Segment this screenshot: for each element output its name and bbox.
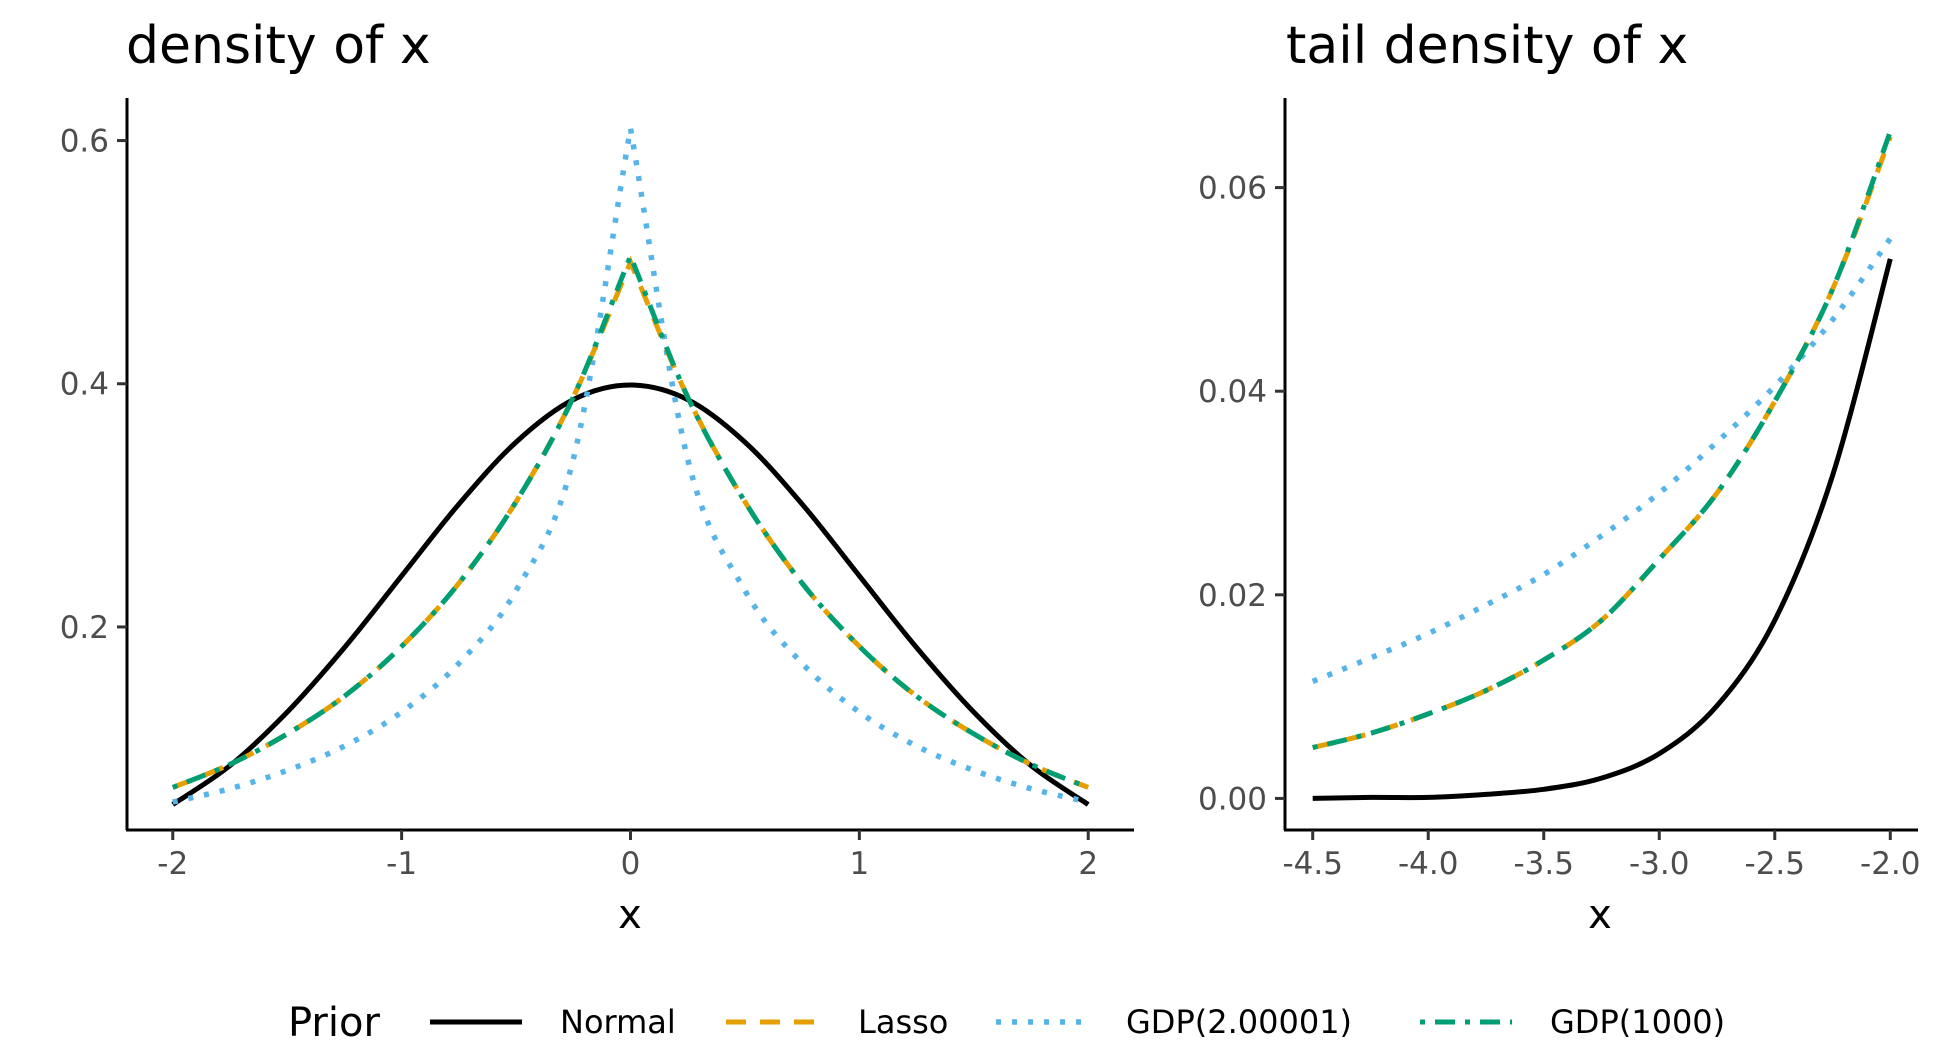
plot-area-density bbox=[171, 127, 1090, 807]
y-tick-label: 0.04 bbox=[1198, 374, 1267, 410]
legend: Prior Normal Lasso GDP(2.00001) GDP(1000… bbox=[288, 1000, 1725, 1046]
legend-title: Prior bbox=[288, 1000, 380, 1046]
legend-label-normal: Normal bbox=[560, 1003, 676, 1041]
panel-title-density: density of x bbox=[126, 16, 431, 76]
panel-density: density of x -2 -1 0 1 2 0.2 0.4 0.6 x bbox=[60, 16, 1134, 938]
x-tick-label: -4.5 bbox=[1282, 846, 1343, 882]
x-tick-label: -2.0 bbox=[1860, 846, 1921, 882]
series-line-normal bbox=[1312, 258, 1893, 801]
series-line-gdp-2-00001 bbox=[1311, 236, 1893, 684]
ticks-tail-density: -4.5 -4.0 -3.5 -3.0 -2.5 -2.0 0.00 0.02 0.04 0.06 bbox=[1198, 171, 1921, 882]
x-tick-label: 1 bbox=[849, 846, 869, 882]
legend-item-gdp-1000: GDP(1000) bbox=[1420, 1003, 1725, 1041]
legend-item-gdp-2: GDP(2.00001) bbox=[996, 1003, 1352, 1041]
series-line-gdp-1000 bbox=[171, 249, 1090, 790]
x-tick-label: -1 bbox=[386, 846, 417, 882]
x-tick-label: 2 bbox=[1078, 846, 1098, 882]
y-tick-label: 0.2 bbox=[60, 610, 109, 646]
plot-area-tail-density bbox=[1311, 130, 1893, 801]
series-line-gdp-1000 bbox=[1312, 130, 1893, 750]
legend-label-lasso: Lasso bbox=[858, 1003, 948, 1041]
series-line-gdp-2-00001 bbox=[172, 127, 1089, 805]
legend-item-lasso: Lasso bbox=[726, 1003, 948, 1041]
x-tick-label: -2 bbox=[157, 846, 188, 882]
x-axis-title: x bbox=[1588, 892, 1612, 938]
legend-item-normal: Normal bbox=[430, 1003, 676, 1041]
y-tick-label: 0.6 bbox=[60, 124, 109, 160]
y-tick-label: 0.02 bbox=[1198, 578, 1267, 614]
y-tick-label: 0.4 bbox=[60, 367, 109, 403]
x-tick-label: 0 bbox=[621, 846, 641, 882]
x-tick-label: -3.0 bbox=[1629, 846, 1690, 882]
series-line-normal bbox=[171, 382, 1090, 807]
x-tick-label: -2.5 bbox=[1745, 846, 1806, 882]
x-tick-label: -4.0 bbox=[1398, 846, 1459, 882]
panel-tail-density: tail density of x -4.5 -4.0 -3.5 -3.0 -2.5 -2… bbox=[1198, 16, 1921, 938]
series-line-lasso bbox=[171, 255, 1090, 790]
legend-label-gdp-1000: GDP(1000) bbox=[1550, 1003, 1725, 1041]
y-tick-label: 0.00 bbox=[1198, 781, 1267, 817]
ticks-density: -2 -1 0 1 2 0.2 0.4 0.6 bbox=[60, 124, 1098, 882]
y-tick-label: 0.06 bbox=[1198, 171, 1267, 207]
panel-title-tail-density: tail density of x bbox=[1286, 16, 1688, 76]
x-tick-label: -3.5 bbox=[1513, 846, 1574, 882]
legend-label-gdp-2: GDP(2.00001) bbox=[1126, 1003, 1352, 1041]
x-axis-title: x bbox=[618, 892, 642, 938]
series-line-lasso bbox=[1312, 135, 1893, 750]
